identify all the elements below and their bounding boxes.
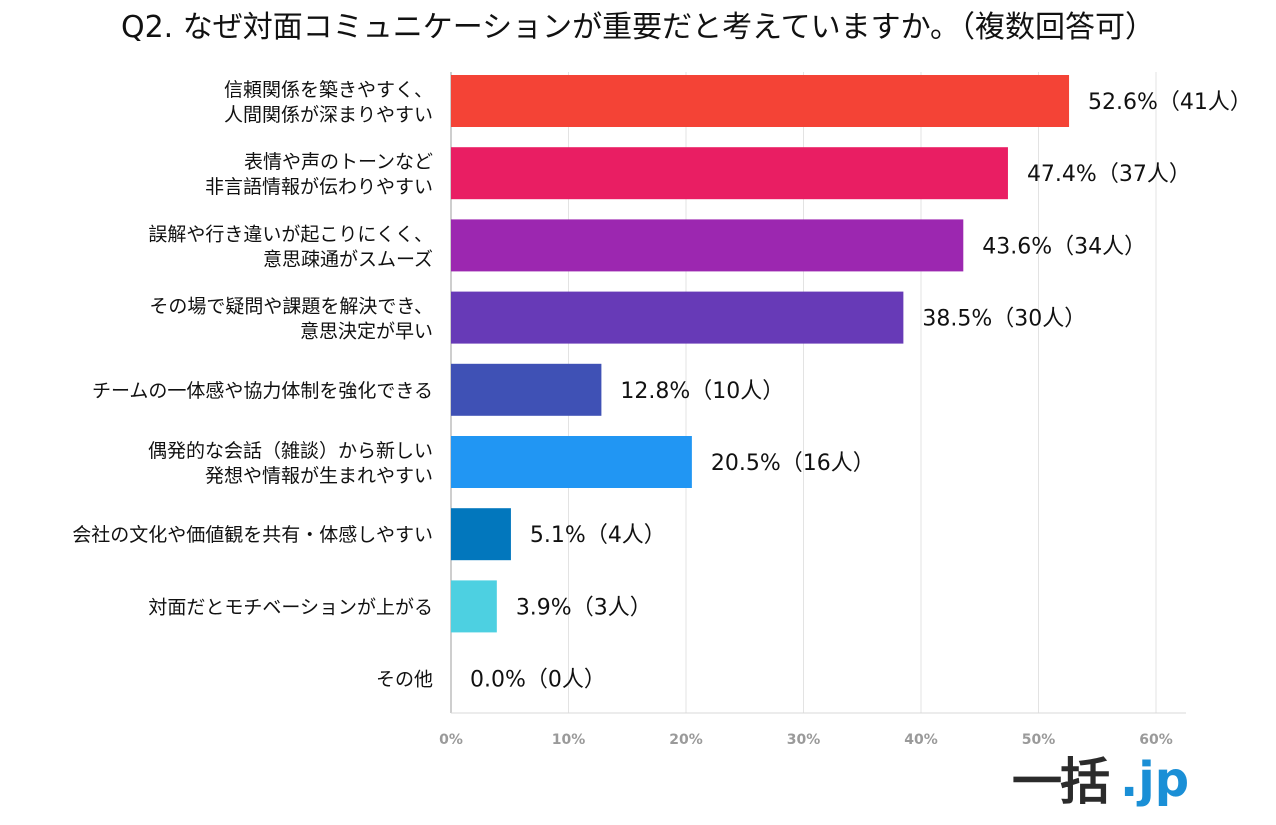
bar <box>451 580 497 633</box>
bars <box>451 75 1070 633</box>
category-label: 表情や声のトーンなど非言語情報が伝わりやすい <box>205 151 433 198</box>
category-labels: 信頼関係を築きやすく、人間関係が深まりやすい表情や声のトーンなど非言語情報が伝わ… <box>72 79 433 691</box>
ikkatsu-logo: 一括 .jp <box>1012 752 1192 812</box>
x-tick-label: 20% <box>669 732 703 748</box>
value-label: 20.5%（16人） <box>711 451 875 476</box>
value-label: 0.0%（0人） <box>470 668 606 693</box>
bar <box>451 508 511 561</box>
bar <box>451 75 1070 127</box>
value-label: 3.9%（3人） <box>516 595 652 620</box>
bar <box>451 219 964 272</box>
category-label: 会社の文化や価値観を共有・体感しやすい <box>72 524 433 546</box>
bar <box>451 363 602 416</box>
x-tick-label: 50% <box>1022 732 1056 748</box>
value-label: 43.6%（34人） <box>982 234 1146 259</box>
value-label: 38.5%（30人） <box>922 307 1086 332</box>
bar <box>451 436 692 488</box>
value-labels: 52.6%（41人） 47.4%（37人） 43.6%（34人） 38.5%（30人）… <box>470 90 1252 693</box>
value-label: 52.6%（41人） <box>1088 90 1252 115</box>
x-tick-label: 0% <box>439 732 463 748</box>
category-label: 信頼関係を築きやすく、人間関係が深まりやすい <box>224 79 433 126</box>
category-label: 対面だとモチベーションが上がる <box>148 596 433 618</box>
x-tick-label: 40% <box>904 732 938 748</box>
category-label: 偶発的な会話（雑談）から新しい発想や情報が生まれやすい <box>148 440 433 487</box>
logo-jp: .jp <box>1120 752 1190 808</box>
chart-title: Q2. なぜ対面コミュニケーションが重要だと考えていますか。（複数回答可） <box>120 10 1156 45</box>
category-label: その場で疑問や課題を解決でき、意思決定が早い <box>149 296 433 343</box>
x-tick-label: 60% <box>1139 732 1173 748</box>
value-label: 5.1%（4人） <box>530 523 666 548</box>
category-label: その他 <box>376 669 433 691</box>
value-label: 12.8%（10人） <box>620 379 784 404</box>
category-label: 誤解や行き違いが起こりにくく、意思疎通がスムーズ <box>148 223 433 270</box>
x-axis-ticks: 0% 10% 20% 30% 40% 50% 60% <box>439 732 1173 748</box>
x-tick-label: 30% <box>787 732 821 748</box>
category-label: チームの一体感や協力体制を強化できる <box>92 380 433 402</box>
bar <box>451 147 1008 200</box>
value-label: 47.4%（37人） <box>1027 162 1191 187</box>
logo-kanji: 一括 <box>1012 753 1110 811</box>
x-tick-label: 10% <box>552 732 586 748</box>
bar <box>451 291 904 344</box>
